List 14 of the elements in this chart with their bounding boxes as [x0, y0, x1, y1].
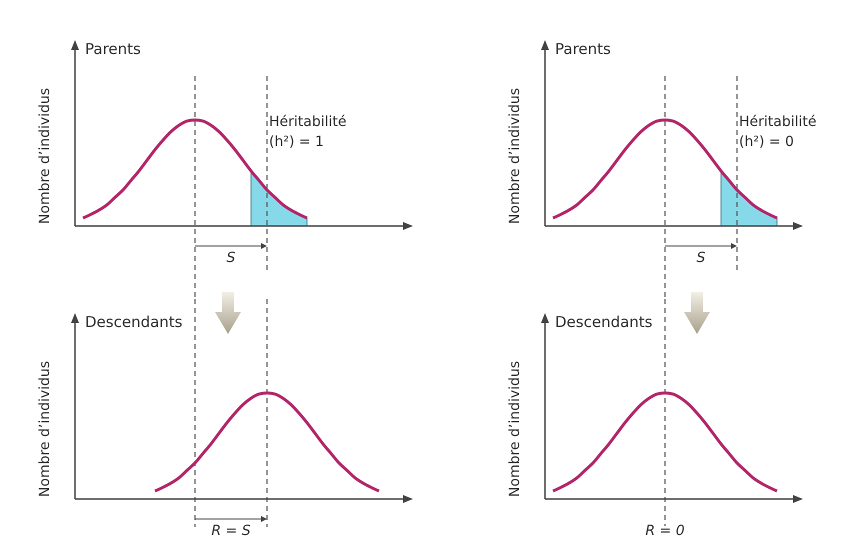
y-axis-title: Nombre d’individus [37, 88, 53, 224]
chart-title: Descendants [85, 313, 183, 331]
chart-title: Descendants [555, 313, 653, 331]
y-axis-title: Nombre d’individus [507, 360, 523, 498]
text: S [226, 250, 236, 266]
annotation: Héritabilité (h²) = 0 [739, 114, 817, 150]
text: R = 0 [645, 523, 685, 539]
chart-title: Parents [85, 40, 142, 58]
text: S [696, 250, 706, 266]
chart-title: Parents [555, 40, 612, 58]
annotation: Héritabilité (h²) = 1 [269, 114, 347, 150]
y-axis-title: Nombre d’individus [37, 360, 53, 498]
y-axis-title: Nombre d’individus [507, 88, 523, 224]
text: R = S [211, 523, 251, 539]
